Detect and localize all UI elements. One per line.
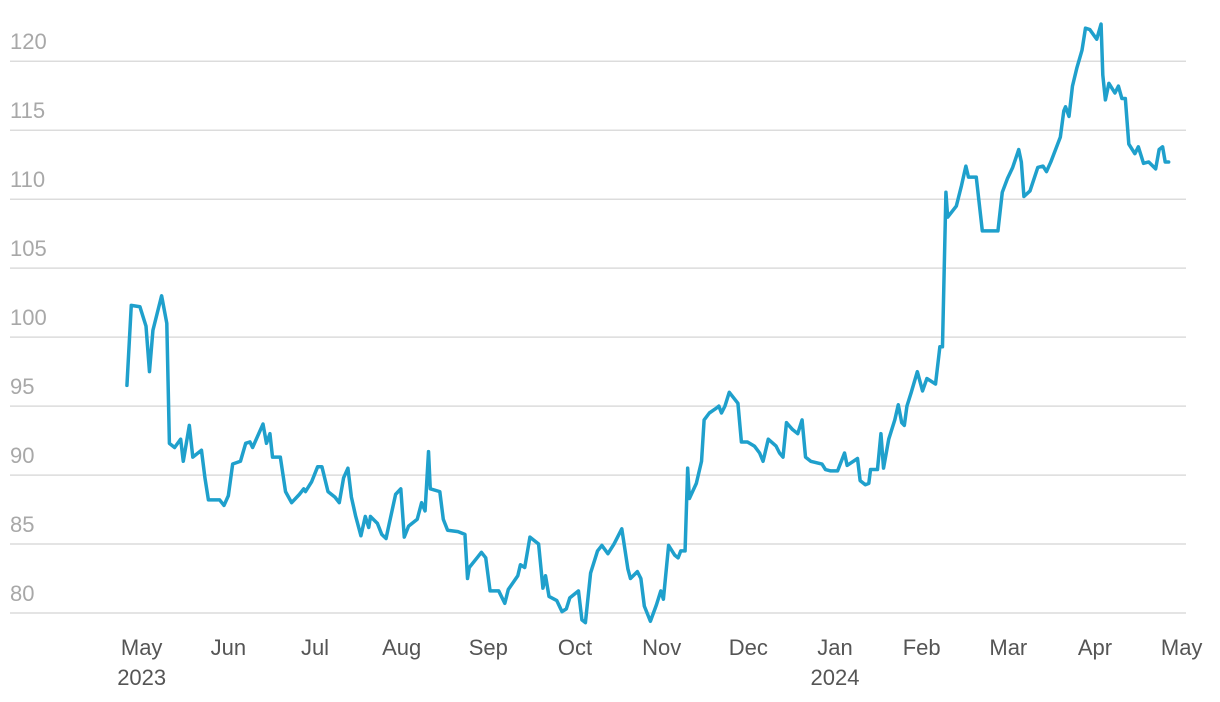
- price-line: [125, 22, 1171, 625]
- y-tick-label: 110: [10, 167, 45, 192]
- y-tick-label: 105: [10, 236, 47, 261]
- y-tick-label: 85: [10, 512, 34, 537]
- x-tick-label: Oct: [558, 635, 592, 660]
- x-tick-label: Dec: [729, 635, 768, 660]
- y-tick-label: 120: [10, 29, 47, 54]
- y-tick-label: 95: [10, 374, 34, 399]
- x-tick-label: Jan: [817, 635, 852, 660]
- x-tick-label: Feb: [903, 635, 941, 660]
- y-tick-label: 115: [10, 98, 45, 123]
- x-tick-label: Aug: [382, 635, 421, 660]
- y-tick-label: 80: [10, 581, 34, 606]
- x-tick-label: Sep: [469, 635, 508, 660]
- x-tick-label: Jun: [211, 635, 246, 660]
- x-year-label: 2024: [811, 665, 860, 690]
- x-tick-label: Apr: [1078, 635, 1112, 660]
- x-tick-label: Jul: [301, 635, 329, 660]
- x-year-label: 2023: [117, 665, 166, 690]
- x-tick-label: Mar: [989, 635, 1027, 660]
- x-tick-label: Nov: [642, 635, 681, 660]
- y-tick-label: 100: [10, 305, 47, 330]
- y-tick-label: 90: [10, 443, 34, 468]
- x-tick-label: May: [121, 635, 163, 660]
- x-tick-label: May: [1161, 635, 1203, 660]
